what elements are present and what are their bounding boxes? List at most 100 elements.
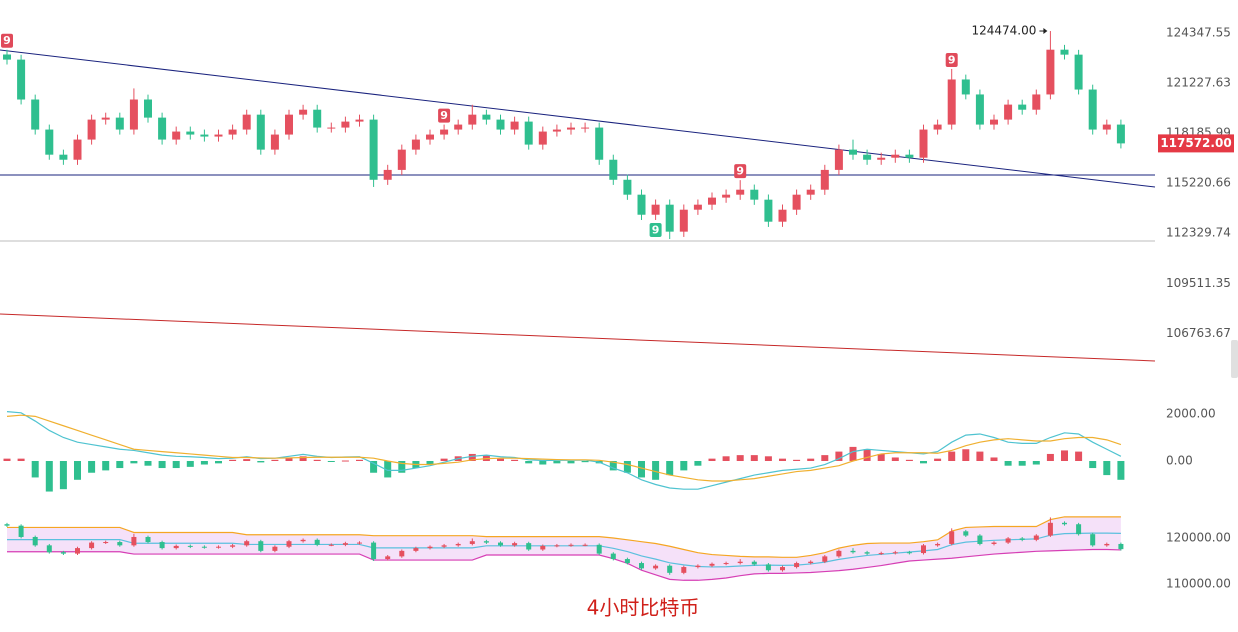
macd-bar bbox=[849, 446, 857, 461]
macd-bar bbox=[74, 460, 81, 480]
lower-band bbox=[7, 548, 1121, 581]
candle-body bbox=[73, 139, 82, 160]
candle-body bbox=[383, 169, 392, 180]
candle-body bbox=[737, 561, 743, 564]
candle-body bbox=[328, 544, 334, 546]
macd-bar bbox=[341, 460, 349, 462]
macd-bar bbox=[694, 460, 702, 466]
candle-body bbox=[610, 553, 616, 560]
candle-body bbox=[468, 114, 477, 125]
macd-bar bbox=[1046, 453, 1054, 461]
candle-body bbox=[357, 542, 362, 544]
y-tick-label: 109511.35 bbox=[1166, 276, 1231, 290]
candle-body bbox=[864, 552, 870, 554]
candle-body bbox=[144, 99, 152, 118]
candle-body bbox=[1005, 538, 1011, 543]
macd-bar bbox=[807, 458, 815, 461]
candle-body bbox=[131, 536, 137, 546]
y-tick-label: 121227.63 bbox=[1166, 76, 1231, 90]
macd-bar bbox=[356, 459, 363, 461]
candle-body bbox=[1076, 524, 1082, 535]
candle-body bbox=[863, 154, 872, 160]
candle-body bbox=[906, 552, 912, 554]
candle-body bbox=[244, 541, 250, 546]
macd-bar bbox=[821, 455, 829, 461]
candle-body bbox=[609, 159, 618, 180]
candle-body bbox=[103, 542, 109, 544]
candle-body bbox=[540, 545, 546, 550]
candle-body bbox=[45, 129, 54, 155]
candle-body bbox=[526, 543, 532, 550]
macd-bar bbox=[905, 459, 913, 461]
annotation-arrowhead bbox=[1043, 28, 1048, 35]
candle-body bbox=[877, 157, 886, 160]
candle-body bbox=[1018, 104, 1027, 110]
macd-bar bbox=[539, 460, 547, 465]
macd-bar bbox=[891, 457, 899, 461]
candle-body bbox=[300, 539, 306, 542]
candle-body bbox=[1090, 534, 1096, 546]
candle-body bbox=[87, 119, 96, 140]
candle-body bbox=[524, 121, 533, 145]
signal-marker bbox=[438, 108, 451, 123]
macd-bar bbox=[623, 460, 631, 473]
candle-body bbox=[792, 194, 801, 210]
candle-body bbox=[256, 114, 265, 150]
candle-body bbox=[327, 127, 336, 129]
band-fill bbox=[7, 516, 1121, 581]
candle-body bbox=[355, 119, 364, 122]
y-tick-label: 0.00 bbox=[1166, 453, 1193, 467]
candle-body bbox=[963, 531, 969, 536]
y-tick-label: 106763.67 bbox=[1166, 326, 1231, 340]
candle-body bbox=[173, 545, 179, 549]
macd-bar bbox=[88, 460, 96, 473]
macd-bar bbox=[299, 456, 307, 461]
macd-bar bbox=[59, 460, 67, 490]
candle-body bbox=[778, 209, 787, 222]
candle-body bbox=[201, 546, 207, 548]
candle-body bbox=[581, 127, 590, 129]
macd-bar bbox=[934, 458, 942, 461]
candle-body bbox=[892, 552, 898, 554]
candle-body bbox=[639, 563, 644, 569]
candle-body bbox=[286, 541, 292, 547]
signal-marker bbox=[945, 52, 958, 67]
candle-body bbox=[975, 94, 984, 125]
candle-body bbox=[905, 154, 914, 158]
candle-body bbox=[440, 129, 449, 135]
caption: 4小时比特币 bbox=[587, 596, 700, 620]
macd-bar bbox=[1032, 460, 1040, 465]
macd-bar bbox=[116, 460, 124, 469]
macd-bar bbox=[45, 460, 53, 492]
candle-body bbox=[624, 559, 630, 564]
candle-body bbox=[59, 154, 68, 160]
macd-bar bbox=[736, 455, 744, 461]
macd-bar bbox=[779, 458, 786, 461]
signal-label: 9 bbox=[440, 109, 448, 122]
macd-bar bbox=[863, 449, 871, 461]
candle-body bbox=[31, 99, 40, 130]
candle-body bbox=[736, 189, 745, 195]
dea-line bbox=[6, 414, 1122, 482]
candle-body bbox=[187, 545, 193, 547]
macd-bar bbox=[144, 460, 152, 466]
scroll-handle[interactable] bbox=[1231, 340, 1238, 378]
candle-body bbox=[709, 563, 715, 566]
macd-bar bbox=[186, 460, 194, 467]
candle-body bbox=[427, 546, 433, 549]
macd-bar bbox=[1117, 460, 1125, 480]
macd-bar bbox=[285, 457, 293, 461]
candle-body bbox=[1060, 49, 1069, 55]
candle-body bbox=[510, 121, 519, 130]
macd-bar bbox=[511, 459, 519, 461]
candle-body bbox=[258, 541, 264, 551]
candle-body bbox=[623, 179, 632, 195]
candle-body bbox=[117, 542, 123, 546]
candle-body bbox=[750, 189, 759, 200]
dif-line bbox=[6, 411, 1122, 490]
candle-body bbox=[552, 129, 561, 132]
macd-bar bbox=[1061, 450, 1068, 461]
candle-body bbox=[1116, 124, 1125, 144]
macd-bar bbox=[440, 458, 448, 461]
